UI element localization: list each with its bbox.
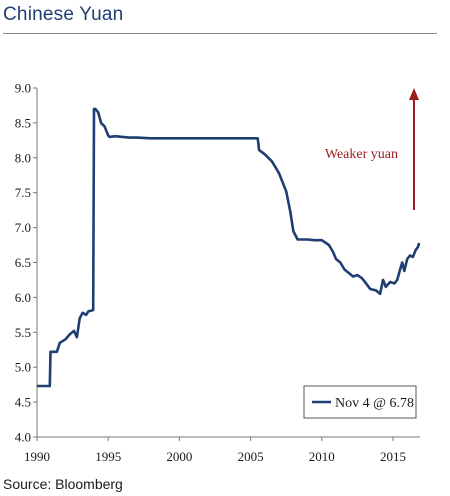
source-note: Source: Bloomberg (3, 476, 123, 492)
y-tick-label: 7.0 (15, 220, 31, 235)
y-tick-label: 4.0 (15, 430, 31, 445)
annotation: Weaker yuan (325, 88, 419, 210)
x-tick-label: 1995 (95, 449, 121, 464)
y-tick-label: 4.5 (15, 395, 31, 410)
legend: Nov 4 @ 6.78 (303, 385, 417, 419)
y-tick-label: 7.5 (15, 185, 31, 200)
x-axis-ticks: 1990 1995 2000 2005 2010 2015 (24, 437, 406, 464)
title-divider (3, 33, 437, 34)
y-tick-label: 5.5 (15, 325, 31, 340)
x-tick-label: 1990 (24, 449, 50, 464)
y-tick-label: 6.5 (15, 255, 31, 270)
arrow-head-icon (409, 88, 419, 100)
y-tick-label: 9.0 (15, 81, 31, 96)
y-tick-label: 8.5 (15, 115, 31, 130)
chart-title: Chinese Yuan (3, 4, 124, 25)
x-tick-label: 2000 (166, 449, 192, 464)
y-tick-label: 8.0 (15, 150, 31, 165)
y-tick-label: 6.0 (15, 290, 31, 305)
annotation-label: Weaker yuan (325, 147, 398, 162)
y-axis-ticks: 9.0 8.5 8.0 7.5 7.0 6.5 6.0 5.5 5.0 4.5 4.0 (15, 81, 37, 445)
legend-label: Nov 4 @ 6.78 (335, 396, 414, 411)
x-tick-label: 2005 (238, 449, 264, 464)
series-line (36, 107, 421, 388)
x-tick-label: 2010 (309, 449, 335, 464)
y-tick-label: 5.0 (15, 360, 31, 375)
x-tick-label: 2015 (380, 449, 406, 464)
